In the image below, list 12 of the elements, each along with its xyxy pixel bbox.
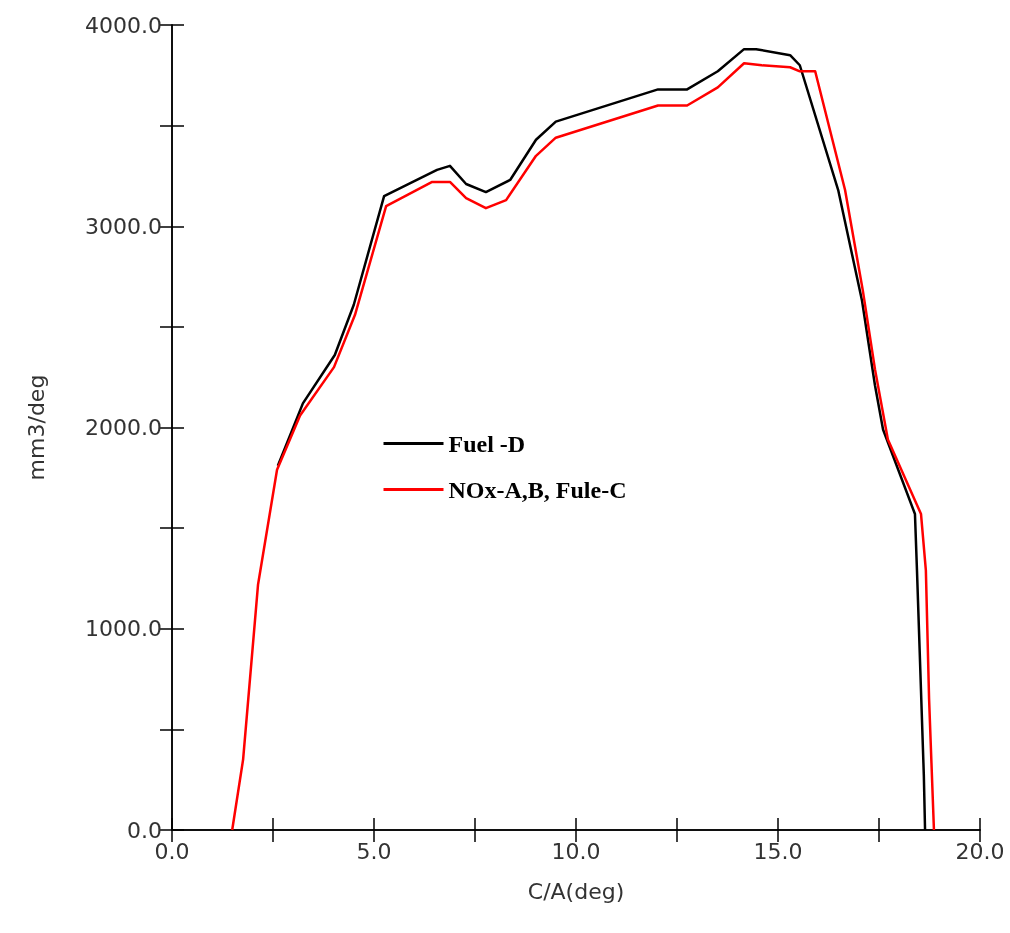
x-tick-label: 10.0 xyxy=(551,838,601,864)
y-axis-title: mm3/deg xyxy=(23,374,49,481)
x-axis-title: C/A(deg) xyxy=(527,878,625,904)
x-tick-label: 5.0 xyxy=(356,838,392,864)
y-tick-label: 1000.0 xyxy=(85,616,162,642)
y-tick-label: 2000.0 xyxy=(85,415,162,440)
y-tick-label: 4000.0 xyxy=(85,12,162,38)
legend-label: Fuel -D xyxy=(448,430,526,457)
y-tick-label: 3000.0 xyxy=(85,213,162,239)
x-tick-label: 15.0 xyxy=(753,838,803,864)
legend-label: NOx-A,B, Fule-C xyxy=(448,476,627,503)
x-tick-label: 20.0 xyxy=(955,838,1005,864)
